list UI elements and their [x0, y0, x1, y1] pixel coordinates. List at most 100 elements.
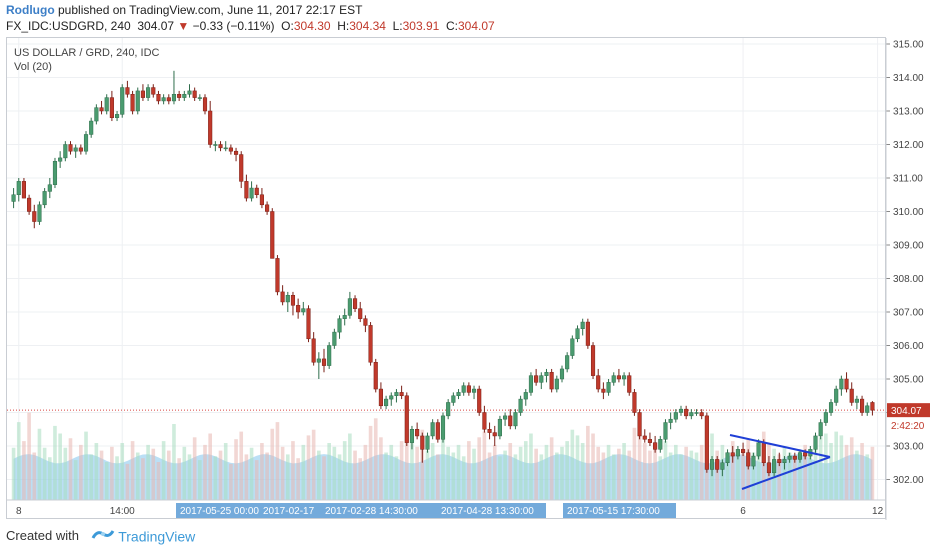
candle[interactable] [156, 94, 161, 102]
candle[interactable] [720, 462, 725, 470]
candle[interactable] [585, 321, 590, 346]
candle[interactable] [440, 415, 446, 440]
candle[interactable] [47, 184, 52, 192]
candle[interactable] [316, 358, 321, 363]
candle[interactable] [797, 452, 803, 460]
candle[interactable] [239, 154, 244, 182]
candle[interactable] [177, 94, 182, 98]
candle[interactable] [192, 90, 197, 98]
candle[interactable] [140, 90, 145, 98]
candle[interactable] [482, 412, 487, 430]
candle[interactable] [466, 385, 471, 393]
candle[interactable] [828, 402, 834, 413]
candle[interactable] [870, 402, 875, 411]
candle[interactable] [777, 459, 782, 463]
candle[interactable] [818, 422, 823, 437]
candle[interactable] [782, 459, 787, 463]
candle[interactable] [347, 298, 352, 316]
candle[interactable] [849, 388, 854, 403]
candle[interactable] [352, 298, 358, 309]
candle[interactable] [182, 94, 187, 98]
candle[interactable] [109, 97, 114, 118]
candle[interactable] [228, 147, 233, 152]
candle[interactable] [306, 308, 311, 340]
candle[interactable] [596, 375, 601, 390]
candle[interactable] [503, 415, 508, 420]
candle[interactable] [622, 375, 627, 380]
candle[interactable] [171, 94, 177, 102]
candle[interactable] [570, 338, 575, 356]
tradingview-brand[interactable]: TradingView [118, 528, 196, 545]
candle[interactable] [544, 372, 549, 376]
candle[interactable] [523, 392, 528, 400]
candle[interactable] [637, 412, 642, 437]
candle[interactable] [135, 90, 140, 112]
candle[interactable] [301, 308, 306, 313]
candle[interactable] [580, 321, 585, 329]
candle[interactable] [146, 87, 151, 98]
candle[interactable] [373, 362, 378, 390]
candle[interactable] [358, 308, 363, 319]
candle[interactable] [694, 412, 699, 414]
candle[interactable] [151, 87, 156, 95]
candle[interactable] [658, 439, 663, 450]
candle[interactable] [844, 378, 849, 390]
candle[interactable] [254, 187, 259, 196]
candle[interactable] [730, 452, 735, 457]
candle[interactable] [549, 372, 554, 390]
candle[interactable] [461, 385, 466, 393]
candle[interactable] [161, 97, 166, 102]
candle[interactable] [368, 325, 373, 363]
candle[interactable] [120, 87, 125, 115]
candle[interactable] [513, 412, 518, 427]
candle[interactable] [94, 107, 99, 122]
candle[interactable] [404, 395, 409, 443]
candle[interactable] [114, 114, 120, 118]
candle[interactable] [285, 295, 290, 303]
candle[interactable] [834, 388, 839, 403]
candle[interactable] [756, 442, 761, 457]
candle[interactable] [663, 422, 668, 440]
candle[interactable] [725, 452, 730, 464]
candle[interactable] [860, 398, 865, 413]
candle[interactable] [321, 358, 327, 366]
candle[interactable] [21, 181, 26, 199]
candle[interactable] [751, 455, 756, 467]
candle[interactable] [616, 375, 621, 380]
candle[interactable] [187, 90, 192, 95]
candle[interactable] [590, 345, 596, 376]
candle[interactable] [632, 392, 637, 413]
trendline-lower[interactable] [741, 456, 831, 490]
candle[interactable] [741, 449, 746, 453]
candle[interactable] [16, 181, 21, 196]
candle[interactable] [534, 375, 539, 383]
candle[interactable] [668, 418, 673, 423]
candle[interactable] [415, 429, 420, 437]
candle[interactable] [130, 94, 135, 112]
candle[interactable] [601, 388, 606, 393]
candle[interactable] [270, 211, 275, 259]
candle[interactable] [197, 97, 202, 99]
candle[interactable] [37, 204, 42, 222]
candle[interactable] [787, 455, 792, 460]
candle[interactable] [792, 455, 797, 460]
candle[interactable] [42, 191, 47, 206]
candle[interactable] [627, 375, 632, 393]
candle[interactable] [78, 147, 83, 152]
candle[interactable] [409, 429, 415, 443]
candle[interactable] [265, 204, 270, 212]
candle[interactable] [389, 395, 394, 400]
candle[interactable] [487, 429, 492, 433]
candle[interactable] [420, 435, 425, 450]
candle[interactable] [378, 388, 383, 407]
candle[interactable] [766, 462, 772, 474]
candle[interactable] [363, 318, 368, 326]
candle[interactable] [518, 398, 523, 413]
candle[interactable] [394, 392, 399, 396]
candle[interactable] [430, 422, 435, 437]
candle[interactable] [559, 368, 565, 380]
candle[interactable] [575, 328, 580, 340]
candle[interactable] [823, 412, 828, 423]
candle[interactable] [684, 408, 689, 417]
candle[interactable] [52, 161, 58, 185]
